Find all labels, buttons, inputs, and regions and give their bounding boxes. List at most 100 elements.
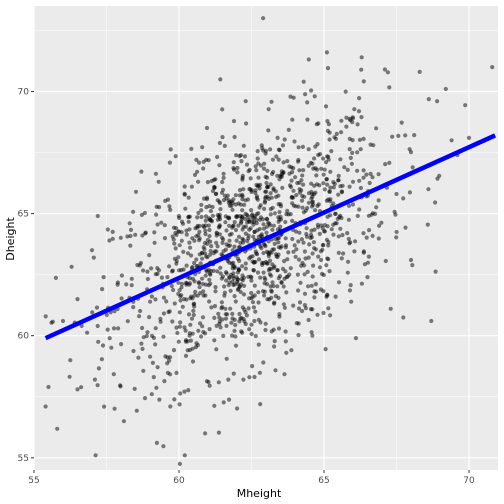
- data-point: [203, 331, 208, 336]
- data-point: [162, 379, 167, 384]
- data-point: [274, 154, 279, 159]
- data-point: [276, 326, 282, 331]
- data-point: [189, 184, 194, 189]
- data-point: [280, 143, 286, 148]
- data-point: [376, 236, 381, 241]
- data-point: [247, 375, 252, 380]
- data-point: [355, 122, 360, 127]
- data-point: [239, 276, 244, 282]
- data-point: [260, 289, 266, 294]
- data-point: [149, 266, 154, 271]
- data-point: [225, 193, 230, 198]
- data-point: [208, 268, 213, 274]
- data-point: [283, 219, 288, 225]
- data-point: [272, 339, 277, 344]
- data-point: [265, 168, 270, 173]
- data-point: [220, 107, 225, 112]
- data-point: [201, 289, 206, 294]
- data-point: [222, 143, 227, 148]
- data-point: [176, 229, 181, 234]
- data-point: [367, 228, 372, 233]
- data-point: [43, 404, 48, 409]
- data-point: [196, 280, 202, 285]
- data-point: [228, 288, 233, 293]
- data-point: [310, 200, 315, 205]
- data-point: [287, 171, 292, 176]
- data-point: [155, 266, 160, 271]
- data-point: [289, 165, 294, 170]
- data-point: [312, 156, 317, 161]
- data-point: [342, 165, 347, 170]
- x-tick-label: 65: [318, 476, 329, 486]
- data-point: [255, 184, 260, 189]
- data-point: [131, 348, 136, 354]
- data-point: [168, 147, 173, 152]
- data-point: [271, 169, 276, 175]
- data-point: [186, 214, 191, 219]
- data-point: [276, 276, 281, 281]
- data-point: [215, 244, 220, 249]
- data-point: [173, 230, 178, 236]
- data-point: [303, 256, 308, 261]
- data-point: [55, 426, 60, 431]
- data-point: [177, 324, 182, 329]
- data-point: [255, 149, 260, 154]
- data-point: [327, 137, 332, 142]
- data-point: [346, 259, 351, 264]
- data-point: [296, 257, 302, 262]
- data-point: [379, 220, 384, 225]
- data-point: [260, 146, 265, 151]
- data-point: [262, 275, 267, 280]
- data-point: [251, 234, 256, 239]
- data-point: [243, 261, 248, 266]
- data-point: [320, 243, 326, 248]
- data-point: [230, 333, 235, 338]
- data-point: [162, 236, 168, 241]
- data-point: [204, 125, 210, 131]
- data-point: [190, 359, 196, 364]
- data-point: [186, 195, 191, 200]
- data-point: [410, 165, 415, 170]
- data-point: [218, 271, 223, 276]
- data-point: [271, 223, 276, 228]
- data-point: [177, 288, 182, 293]
- data-point: [140, 233, 145, 238]
- data-point: [262, 206, 267, 211]
- data-point: [310, 161, 315, 166]
- data-point: [256, 290, 261, 295]
- data-point: [224, 271, 229, 276]
- data-point: [317, 183, 322, 188]
- data-point: [140, 325, 145, 331]
- data-point: [226, 397, 232, 402]
- data-point: [403, 225, 408, 230]
- data-point: [173, 154, 178, 159]
- data-point: [206, 223, 211, 228]
- data-point: [390, 134, 395, 139]
- data-point: [261, 222, 266, 227]
- data-point: [264, 175, 270, 180]
- data-point: [263, 196, 268, 201]
- data-point: [426, 187, 431, 192]
- data-point: [308, 307, 314, 312]
- data-point: [218, 207, 223, 212]
- data-point: [285, 208, 290, 213]
- data-point: [270, 157, 275, 162]
- data-point: [171, 237, 176, 242]
- data-point: [345, 270, 350, 275]
- data-point: [145, 276, 150, 282]
- data-point: [69, 264, 74, 269]
- data-point: [301, 240, 306, 245]
- data-point: [300, 308, 305, 314]
- data-point: [367, 180, 372, 186]
- data-point: [313, 190, 318, 195]
- data-point: [283, 329, 288, 334]
- data-point: [156, 179, 161, 184]
- data-point: [394, 229, 399, 235]
- data-point: [490, 65, 495, 70]
- data-point: [316, 121, 321, 126]
- data-point: [242, 202, 247, 207]
- data-point: [153, 342, 158, 347]
- data-point: [205, 255, 210, 260]
- data-point: [313, 247, 318, 252]
- data-point: [358, 185, 363, 191]
